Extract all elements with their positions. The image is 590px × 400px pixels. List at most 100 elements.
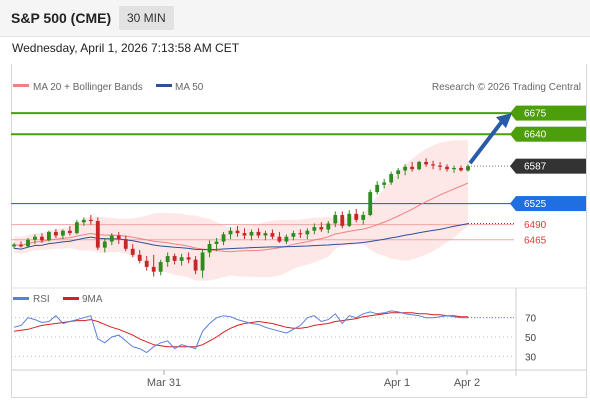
candle — [298, 229, 303, 238]
candle — [172, 253, 177, 265]
candle-body — [270, 233, 275, 237]
candle-body — [445, 166, 449, 170]
candle — [26, 237, 30, 248]
candle — [312, 223, 317, 235]
candle-body — [67, 230, 72, 234]
candle — [137, 250, 142, 264]
candle — [319, 222, 324, 232]
candle-body — [74, 222, 79, 234]
rsi-line — [13, 310, 468, 354]
candle-body — [130, 248, 135, 255]
candle-body — [312, 227, 317, 231]
candle-body — [214, 241, 219, 244]
candle — [277, 231, 282, 243]
ma20-legend-label: MA 20 + Bollinger Bands — [33, 82, 143, 93]
candle-body — [291, 233, 296, 237]
candle — [333, 211, 338, 228]
candle — [291, 230, 296, 241]
level-tag-pointer-6675 — [510, 105, 516, 121]
candle-body — [452, 167, 456, 170]
candle-body — [347, 213, 352, 226]
candle — [382, 178, 387, 189]
candle-body — [207, 243, 212, 253]
ma50-legend-swatch — [156, 84, 172, 87]
candle-body — [123, 239, 128, 249]
candle-body — [354, 213, 359, 220]
candle — [256, 228, 261, 238]
candle-body — [172, 256, 177, 261]
candle — [179, 253, 184, 266]
candle-body — [137, 254, 142, 261]
level-label-6490: 6490 — [524, 220, 547, 231]
candle-body — [242, 233, 247, 236]
candle-body — [179, 257, 184, 261]
level-label-6525: 6525 — [524, 199, 547, 210]
candle — [284, 234, 289, 244]
candle — [116, 231, 121, 244]
rsi-tick-30: 30 — [525, 352, 537, 363]
candle — [193, 256, 198, 275]
ma9-legend-label: 9MA — [82, 294, 103, 305]
candle — [347, 210, 352, 228]
candle — [249, 229, 254, 241]
candle — [200, 250, 205, 278]
candle — [445, 164, 449, 172]
candle-body — [81, 219, 86, 223]
candle-body — [102, 241, 107, 248]
candle-body — [33, 236, 37, 240]
level-tag-6640 — [516, 126, 586, 142]
candle-body — [326, 223, 331, 230]
x-tick-label: Apr 1 — [384, 377, 410, 389]
candle-body — [410, 166, 415, 170]
candle-body — [396, 170, 401, 175]
candle — [361, 211, 366, 225]
level-tag-6587 — [516, 158, 586, 174]
chart-datetime: Wednesday, April 1, 2026 7:13:58 AM CET — [12, 41, 240, 55]
candle-body — [249, 231, 254, 236]
candle — [438, 161, 442, 171]
ma9-legend-swatch — [63, 297, 79, 300]
candle — [235, 225, 240, 237]
candle-body — [235, 230, 240, 234]
candle-body — [298, 233, 303, 235]
level-label-6587: 6587 — [524, 162, 547, 173]
candle-body — [431, 164, 435, 166]
candle — [263, 230, 268, 241]
candle — [452, 165, 456, 173]
rsi-legend-swatch — [13, 297, 29, 300]
candle — [221, 231, 226, 246]
candle-body — [389, 174, 394, 183]
candle-body — [375, 184, 380, 193]
candle — [228, 227, 233, 240]
candle-body — [221, 234, 226, 242]
candle — [165, 252, 170, 267]
candle — [109, 233, 114, 246]
candle — [12, 242, 16, 249]
candle-body — [60, 230, 65, 236]
candle-body — [228, 230, 233, 235]
ma50-line — [13, 223, 469, 251]
forecast-arrow-shaft — [468, 118, 505, 165]
rsi-legend-label: RSI — [33, 294, 50, 305]
candle — [417, 160, 422, 171]
candle-body — [88, 219, 93, 222]
candle-body — [256, 231, 261, 236]
timeframe-button[interactable]: 30 MIN — [119, 6, 174, 30]
candle — [33, 234, 37, 244]
candle-body — [40, 236, 44, 241]
candle — [242, 228, 247, 240]
candle — [53, 228, 58, 238]
candle-body — [19, 244, 23, 247]
candle-body — [417, 161, 422, 170]
candle-body — [12, 244, 16, 247]
header-bar: S&P 500 (CME) 30 MIN — [0, 0, 590, 37]
candle — [123, 235, 128, 252]
candle-body — [263, 233, 268, 236]
candle-body — [340, 215, 345, 226]
candle — [396, 167, 401, 179]
candle — [47, 230, 51, 242]
candle — [368, 189, 373, 217]
candle-body — [26, 239, 30, 247]
candle — [410, 161, 415, 172]
